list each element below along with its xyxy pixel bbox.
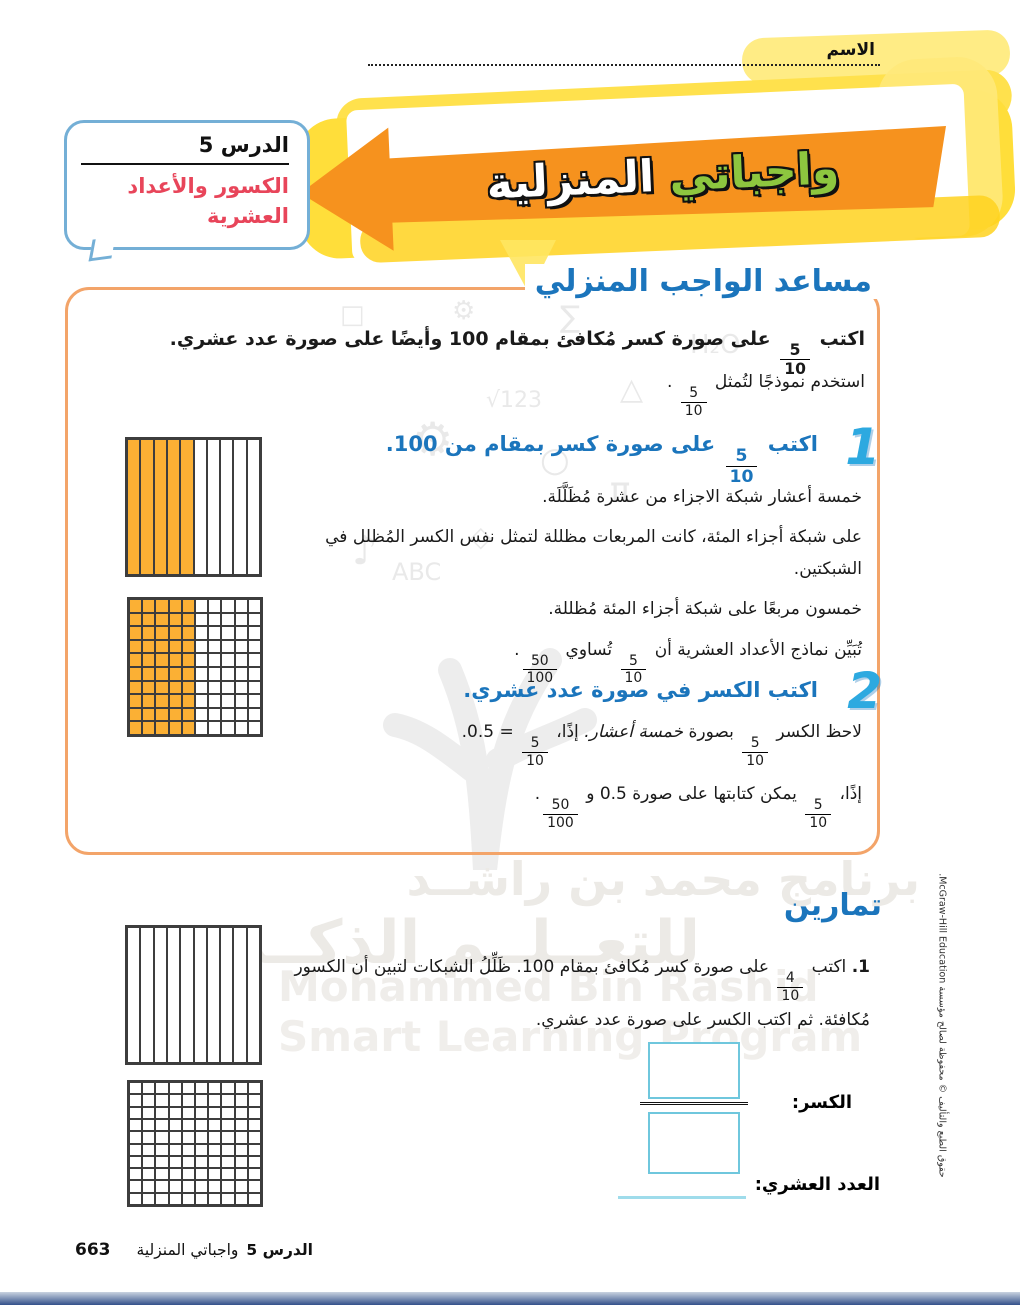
fraction-5-10: 5 10 xyxy=(805,798,832,830)
gear-icon: ⚙ xyxy=(412,412,454,466)
page-footer: الدرس 5 واجباتي المنزلية 663 xyxy=(75,1240,313,1260)
footer-lesson: الدرس 5 xyxy=(246,1241,313,1259)
fraction-5-10: 5 10 xyxy=(522,736,548,768)
watermark-arabic-line2: للتعــلــم الذكــي xyxy=(205,908,700,978)
fraction-50-100: 50 100 xyxy=(522,654,558,686)
lesson-number: الدرس 5 xyxy=(81,133,289,165)
fraction-5-10: 5 10 xyxy=(680,386,707,418)
step-1-paragraph: خمسون مربعًا على شبكة أجزاء المئة مُظللة… xyxy=(548,599,862,620)
exercise-1-text: 1. اكتب 4 10 على صورة كسر مُكافئ بمقام 10… xyxy=(294,957,870,1031)
hundredths-exercise-grid[interactable] xyxy=(127,1080,263,1207)
tenths-model-grid xyxy=(125,437,262,577)
page-number: 663 xyxy=(75,1240,111,1260)
exercises-title: تمارين xyxy=(783,888,882,923)
abc-icon: ABC xyxy=(392,558,442,586)
step-2-body: لاحظ الكسر 5 10 بصورة خمسة أعشار. إذًا، 5… xyxy=(270,716,862,831)
sum-icon: ∑ xyxy=(560,300,581,335)
decimal-answer-label: العدد العشري: xyxy=(754,1174,880,1195)
helper-intro: اكتب 5 10 على صورة كسر مُكافئ بمقام 100 و… xyxy=(169,328,865,379)
fraction-5-10: 5 10 xyxy=(620,654,647,686)
fraction-answer-line xyxy=(640,1102,748,1105)
hundredths-model-grid xyxy=(127,597,263,737)
banner-word-white: المنزلية xyxy=(485,151,656,210)
step-1-paragraph: على شبكة أجزاء المئة، كانت المربعات مظلل… xyxy=(325,527,862,579)
fraction-answer-label: الكسر: xyxy=(791,1092,852,1113)
step-2-numeral: 2 xyxy=(847,662,882,720)
gear-icon: ⚙ xyxy=(452,296,476,326)
triangle-shape-icon: △ xyxy=(620,372,644,407)
lesson-badge: الدرس 5 الكسور والأعداد العشرية xyxy=(64,120,310,262)
banner-word-green: واجباتي xyxy=(668,143,841,202)
step-2-heading: اكتب الكسر في صورة عدد عشري. xyxy=(463,678,818,702)
homework-banner: واجباتي المنزلية xyxy=(297,98,950,260)
diamond-shape-icon: ◇ xyxy=(470,520,492,553)
watermark-english-line1: Mohammed Bin Rashid xyxy=(278,962,819,1011)
name-label: الاسم xyxy=(826,40,875,60)
h2o-icon: H₂O xyxy=(690,330,741,360)
helper-title: مساعد الواجب المنزلي xyxy=(524,264,882,299)
name-input-line[interactable] xyxy=(368,64,880,66)
fraction-numerator-box[interactable] xyxy=(648,1042,740,1099)
lesson-topic-line2: العشرية xyxy=(207,204,289,229)
decimal-answer-line[interactable] xyxy=(618,1196,746,1199)
speech-bubble-tail xyxy=(88,236,116,262)
step-2-paragraph: إذًا، 5 10 يمكن كتابتها على صورة 0.5 و 50… xyxy=(534,784,862,831)
fraction-5-10: 5 10 xyxy=(725,447,758,486)
homework-helper-panel xyxy=(65,287,880,855)
tree-watermark xyxy=(383,648,597,870)
watermark-arabic-line1: برنامج محمد بن راشــد xyxy=(406,852,920,906)
watermark-english-line2: Smart Learning Program xyxy=(278,1012,863,1061)
fraction-50-100: 50 100 xyxy=(543,798,578,830)
lesson-topic: الكسور والأعداد العشرية xyxy=(81,171,289,232)
music-note-icon: ♪ xyxy=(352,528,378,574)
step-1-paragraph: تُبَيِّن نماذج الأعداد العشرية أن 5 10 تُ… xyxy=(514,639,862,687)
page-bottom-edge xyxy=(0,1292,1020,1305)
lesson-topic-line1: الكسور والأعداد xyxy=(127,174,289,198)
copyright-sidebar: حقوق الطبع والتأليف © محفوظة لصالح مؤسسة… xyxy=(936,873,948,1178)
fraction-5-10: 5 10 xyxy=(742,736,768,768)
fraction-denominator-box[interactable] xyxy=(648,1112,740,1174)
step-1-body: خمسة أعشار شبكة الاجزاء من عشرة مُظَلَّل… xyxy=(270,482,862,686)
tenths-exercise-grid[interactable] xyxy=(125,925,262,1065)
pi-icon: π xyxy=(610,470,631,510)
step-2-paragraph: لاحظ الكسر 5 10 بصورة خمسة أعشار. إذًا، 5… xyxy=(461,722,862,769)
square-shape-icon: □ xyxy=(340,300,365,330)
step-1-paragraph: خمسة أعشار شبكة الاجزاء من عشرة مُظَلَّل… xyxy=(542,487,862,507)
footer-title: واجباتي المنزلية xyxy=(136,1241,239,1259)
exercise-1-number: 1. xyxy=(851,957,870,977)
use-model-line: استخدم نموذجًا لتُمثل 5 10 . xyxy=(666,372,865,419)
fraction-5-10: 5 10 xyxy=(780,342,810,378)
circle-shape-icon: ○ xyxy=(540,440,570,480)
step-1-heading: اكتب 5 10 على صورة كسر بمقام من 100. xyxy=(385,432,818,488)
step-1-numeral: 1 xyxy=(845,418,880,476)
fraction-4-10: 4 10 xyxy=(777,971,804,1003)
sqrt-123-icon: √123 xyxy=(486,388,543,413)
